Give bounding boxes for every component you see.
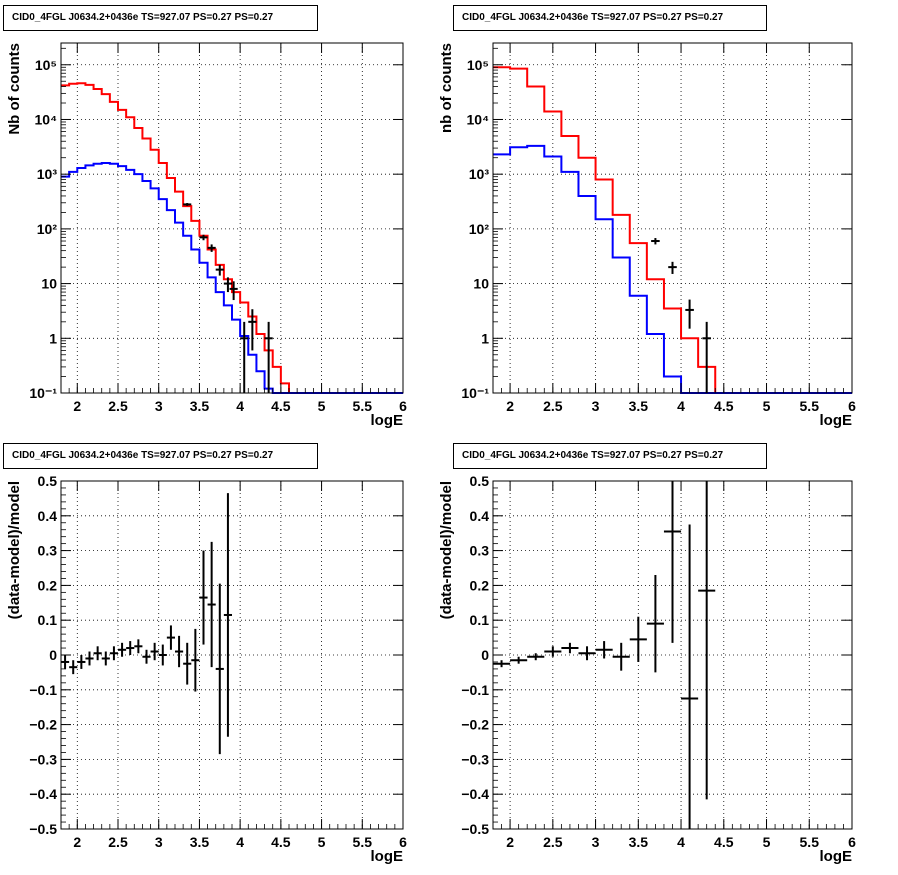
y-tick-label: 10⁵ <box>35 57 57 73</box>
y-tick-label: −0.1 <box>29 682 57 698</box>
y-tick-label: 10³ <box>469 166 490 182</box>
y-tick-label: 0 <box>481 647 489 663</box>
x-tick-label: 5 <box>763 398 771 414</box>
x-tick-label: 5.5 <box>353 834 373 850</box>
x-tick-label: 3.5 <box>190 834 210 850</box>
panel-title-bottom-left: CID0_4FGL J0634.2+0436e TS=927.07 PS=0.2… <box>3 443 318 469</box>
x-tick-label: 2.5 <box>543 834 563 850</box>
y-tick-label: 0.2 <box>38 577 58 593</box>
x-tick-label: 4.5 <box>714 834 734 850</box>
plot-frame <box>60 42 404 394</box>
y-tick-label: 1 <box>481 330 489 346</box>
x-tick-label: 5 <box>763 834 771 850</box>
y-tick-label: 0.5 <box>38 473 58 489</box>
y-tick-label: 10⁵ <box>467 57 489 73</box>
y-tick-label: 1 <box>49 330 57 346</box>
y-tick-label: −0.5 <box>461 821 489 837</box>
x-tick-label: 2 <box>73 834 81 850</box>
y-tick-label: 0.1 <box>38 612 58 628</box>
series-line-1 <box>61 162 403 394</box>
y-tick-label: 10⁻¹ <box>461 385 489 401</box>
x-tick-label: 5 <box>318 834 326 850</box>
x-tick-label: 5.5 <box>800 834 820 850</box>
y-tick-label: 0.4 <box>470 508 490 524</box>
y-tick-label: 10 <box>473 276 489 292</box>
series-line-0 <box>61 82 403 394</box>
x-tick-label: 4 <box>677 398 685 414</box>
x-tick-label: 6 <box>399 834 407 850</box>
x-tick-label: 2.5 <box>543 398 563 414</box>
y-tick-label: 0.3 <box>470 543 490 559</box>
panel-title-bottom-right: CID0_4FGL J0634.2+0436e TS=927.07 PS=0.2… <box>453 443 767 469</box>
x-tick-label: 5.5 <box>800 398 820 414</box>
x-tick-label: 4 <box>236 398 244 414</box>
x-tick-label: 4.5 <box>714 398 734 414</box>
x-tick-label: 4 <box>236 834 244 850</box>
y-tick-label: 10 <box>41 276 57 292</box>
x-tick-label: 2.5 <box>108 834 128 850</box>
x-tick-label: 2 <box>506 834 514 850</box>
x-tick-label: 4 <box>677 834 685 850</box>
y-tick-label: 10⁻¹ <box>29 385 57 401</box>
x-tick-label: 5.5 <box>353 398 373 414</box>
x-tick-label: 3.5 <box>629 398 649 414</box>
x-tick-label: 2.5 <box>108 398 128 414</box>
y-tick-label: 10³ <box>37 166 58 182</box>
x-tick-label: 3 <box>155 834 163 850</box>
x-tick-label: 4.5 <box>271 398 291 414</box>
x-tick-label: 3.5 <box>629 834 649 850</box>
panel-title-top-right: CID0_4FGL J0634.2+0436e TS=927.07 PS=0.2… <box>453 5 767 31</box>
y-tick-label: 0.5 <box>470 473 490 489</box>
y-tick-label: −0.5 <box>29 821 57 837</box>
y-tick-label: −0.4 <box>461 786 489 802</box>
x-tick-label: 3 <box>592 398 600 414</box>
x-tick-label: 3.5 <box>190 398 210 414</box>
y-tick-label: −0.4 <box>29 786 57 802</box>
y-tick-label: 0 <box>49 647 57 663</box>
y-tick-label: −0.2 <box>461 717 489 733</box>
y-tick-label: −0.3 <box>461 751 489 767</box>
x-tick-label: 4.5 <box>271 834 291 850</box>
plot-frame <box>492 42 853 394</box>
y-tick-label: −0.1 <box>461 682 489 698</box>
x-axis-label: logE <box>820 412 853 429</box>
y-tick-label: 0.2 <box>470 577 490 593</box>
y-axis-label: nb of counts <box>438 43 455 133</box>
x-axis-label: logE <box>371 412 404 429</box>
y-tick-label: 10² <box>37 221 58 237</box>
y-tick-label: 0.4 <box>38 508 58 524</box>
y-axis-label: (data-model)/model <box>438 481 455 619</box>
plot-frame <box>60 480 404 830</box>
x-tick-label: 6 <box>399 398 407 414</box>
y-tick-label: 0.1 <box>470 612 490 628</box>
x-tick-label: 6 <box>848 834 856 850</box>
x-tick-label: 2 <box>73 398 81 414</box>
x-tick-label: 5 <box>318 398 326 414</box>
y-tick-label: 10⁴ <box>35 111 58 127</box>
y-tick-label: 10² <box>469 221 490 237</box>
y-tick-label: 0.3 <box>38 543 58 559</box>
y-tick-label: −0.2 <box>29 717 57 733</box>
x-axis-label: logE <box>371 848 404 865</box>
y-axis-label: Nb of counts <box>6 43 23 135</box>
x-tick-label: 2 <box>506 398 514 414</box>
series-line-0 <box>493 66 852 394</box>
x-tick-label: 3 <box>155 398 163 414</box>
y-axis-label: (data-model)/model <box>6 481 23 619</box>
x-tick-label: 3 <box>592 834 600 850</box>
y-tick-label: −0.3 <box>29 751 57 767</box>
x-axis-label: logE <box>820 848 853 865</box>
x-tick-label: 6 <box>848 398 856 414</box>
y-tick-label: 10⁴ <box>467 111 490 127</box>
panel-title-top-left: CID0_4FGL J0634.2+0436e TS=927.07 PS=0.2… <box>3 5 318 31</box>
